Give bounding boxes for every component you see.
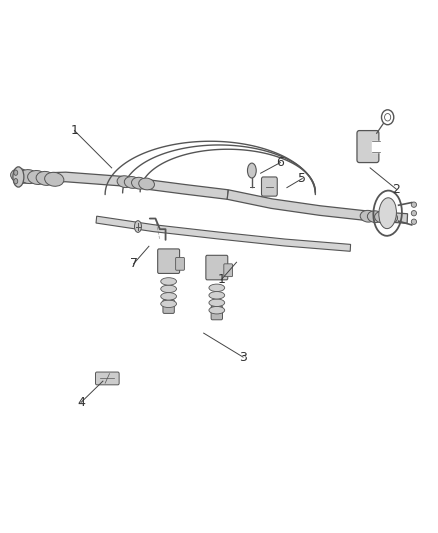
Ellipse shape [209,284,225,292]
FancyBboxPatch shape [176,257,184,270]
Ellipse shape [367,211,383,223]
FancyBboxPatch shape [95,372,119,385]
FancyBboxPatch shape [357,131,379,163]
Ellipse shape [131,177,147,189]
Text: 2: 2 [392,183,400,196]
Ellipse shape [14,179,18,184]
Text: 7: 7 [130,257,138,270]
Ellipse shape [45,172,64,186]
Ellipse shape [411,202,417,207]
Ellipse shape [139,178,155,190]
Polygon shape [96,216,350,251]
FancyBboxPatch shape [211,306,223,320]
Ellipse shape [411,219,417,224]
Ellipse shape [14,170,18,175]
Polygon shape [18,172,228,199]
FancyBboxPatch shape [261,177,277,196]
Text: 5: 5 [298,172,306,185]
FancyBboxPatch shape [206,255,228,280]
Ellipse shape [161,285,177,293]
Polygon shape [227,190,407,223]
Text: 4: 4 [77,396,85,409]
Text: 1: 1 [217,273,225,286]
Ellipse shape [382,212,398,223]
Ellipse shape [11,169,30,183]
FancyBboxPatch shape [224,264,233,277]
Ellipse shape [13,167,24,187]
Ellipse shape [209,306,225,314]
Ellipse shape [19,169,39,183]
Ellipse shape [379,198,396,229]
Ellipse shape [124,176,140,188]
Ellipse shape [134,221,141,232]
Ellipse shape [161,278,177,285]
Ellipse shape [36,172,55,185]
Ellipse shape [209,292,225,299]
Text: 3: 3 [239,351,247,364]
Text: 6: 6 [276,156,284,169]
Ellipse shape [161,293,177,300]
Ellipse shape [117,176,133,188]
FancyBboxPatch shape [163,300,174,313]
Ellipse shape [28,171,47,184]
Ellipse shape [209,299,225,306]
Ellipse shape [411,211,417,216]
Text: 1: 1 [71,124,78,137]
FancyBboxPatch shape [158,249,180,273]
Ellipse shape [161,300,177,308]
Ellipse shape [247,163,256,178]
Ellipse shape [374,211,390,223]
Ellipse shape [360,211,376,222]
